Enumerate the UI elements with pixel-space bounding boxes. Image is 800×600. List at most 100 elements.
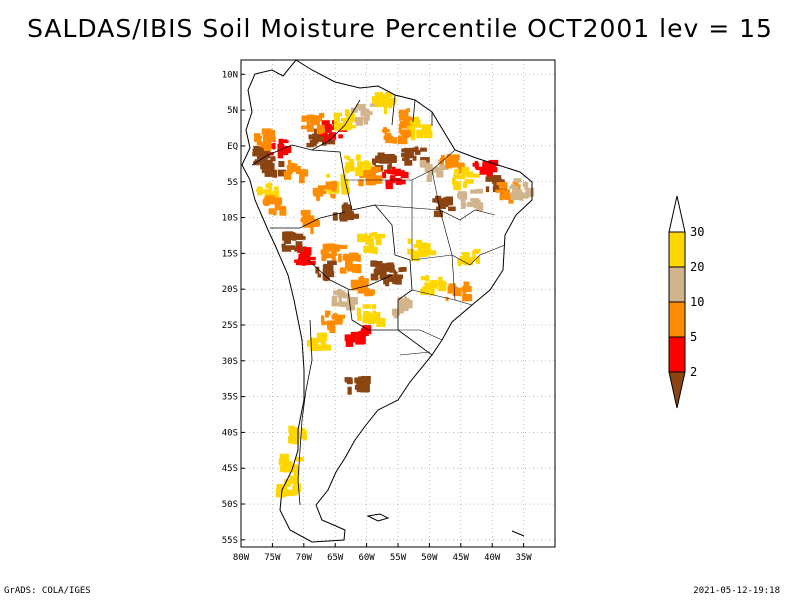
cell (448, 206, 456, 212)
cell (263, 143, 272, 152)
cell (453, 181, 462, 191)
cell (382, 270, 387, 279)
cell (371, 169, 380, 173)
cell (322, 342, 327, 349)
cell (274, 202, 281, 211)
cell (357, 165, 362, 171)
cell (306, 114, 315, 119)
cell (280, 205, 286, 214)
lon-tick-label: 75W (264, 553, 281, 563)
chile-argentina-border (297, 319, 313, 506)
cell (307, 339, 313, 347)
cell (375, 260, 383, 269)
cell (354, 377, 364, 384)
cell (321, 120, 330, 129)
cell (424, 126, 429, 134)
cell (401, 130, 412, 137)
cell (387, 164, 392, 169)
cell (259, 158, 268, 166)
cell (457, 191, 467, 195)
cell (344, 155, 348, 159)
cell (397, 135, 408, 145)
cell (470, 189, 477, 194)
cell (382, 172, 387, 179)
cell (424, 282, 430, 289)
cell (363, 310, 370, 319)
cell (385, 277, 390, 287)
cell (420, 288, 429, 295)
cell (398, 298, 406, 307)
cell (279, 144, 284, 154)
cell (415, 150, 421, 155)
cell (357, 161, 367, 168)
cell (299, 236, 306, 240)
cell (410, 131, 416, 141)
cell (292, 489, 297, 496)
cell (403, 116, 411, 121)
cell (279, 453, 289, 462)
cell (297, 246, 307, 253)
cell (271, 199, 281, 204)
cell (498, 182, 508, 189)
cell (340, 174, 347, 181)
brazil-border (291, 144, 433, 356)
cell (295, 167, 301, 175)
cell (294, 259, 301, 263)
cell (341, 205, 352, 214)
cell (340, 117, 349, 122)
patch-orange (312, 181, 338, 201)
cell (312, 133, 322, 141)
cell (446, 154, 452, 161)
patch-orange (300, 112, 325, 135)
patch-orange (283, 159, 309, 184)
cell (438, 283, 447, 292)
patch-yellow (457, 248, 481, 267)
cell (433, 210, 443, 218)
cell (496, 182, 506, 186)
cell (351, 125, 356, 129)
cell (387, 155, 397, 163)
cell (285, 489, 295, 497)
south-georgia (511, 530, 525, 537)
cell (325, 310, 329, 318)
cell (289, 436, 295, 444)
cell (398, 267, 404, 273)
cell (312, 339, 318, 349)
cell (289, 466, 293, 472)
cell (464, 179, 474, 184)
cell (348, 337, 356, 343)
cell (390, 276, 395, 280)
patch-orange (350, 275, 375, 297)
cell (307, 116, 312, 121)
cell (356, 307, 361, 316)
cell (333, 120, 337, 126)
cell (437, 281, 447, 287)
cell (460, 257, 470, 264)
cell (377, 152, 385, 161)
colorbar-label: 10 (690, 295, 704, 309)
patch-red (344, 325, 372, 347)
cell (309, 218, 319, 227)
cell (399, 121, 406, 126)
cell (409, 120, 418, 125)
cell (411, 124, 422, 128)
andes-borders (251, 94, 433, 331)
patch-yellow (288, 425, 307, 445)
cell (458, 167, 465, 174)
patch-yellow (371, 91, 397, 115)
cell (485, 176, 495, 182)
cell (295, 260, 305, 266)
cell (295, 241, 303, 249)
cell (316, 124, 325, 132)
cell (400, 171, 409, 179)
patch-dark (344, 375, 371, 395)
cell (363, 233, 368, 238)
cell (350, 331, 359, 339)
cell (402, 303, 407, 308)
cell (329, 247, 336, 252)
cell (401, 148, 411, 152)
cell (273, 186, 279, 191)
cell (320, 187, 326, 191)
cell (300, 427, 306, 437)
cell (270, 136, 275, 141)
